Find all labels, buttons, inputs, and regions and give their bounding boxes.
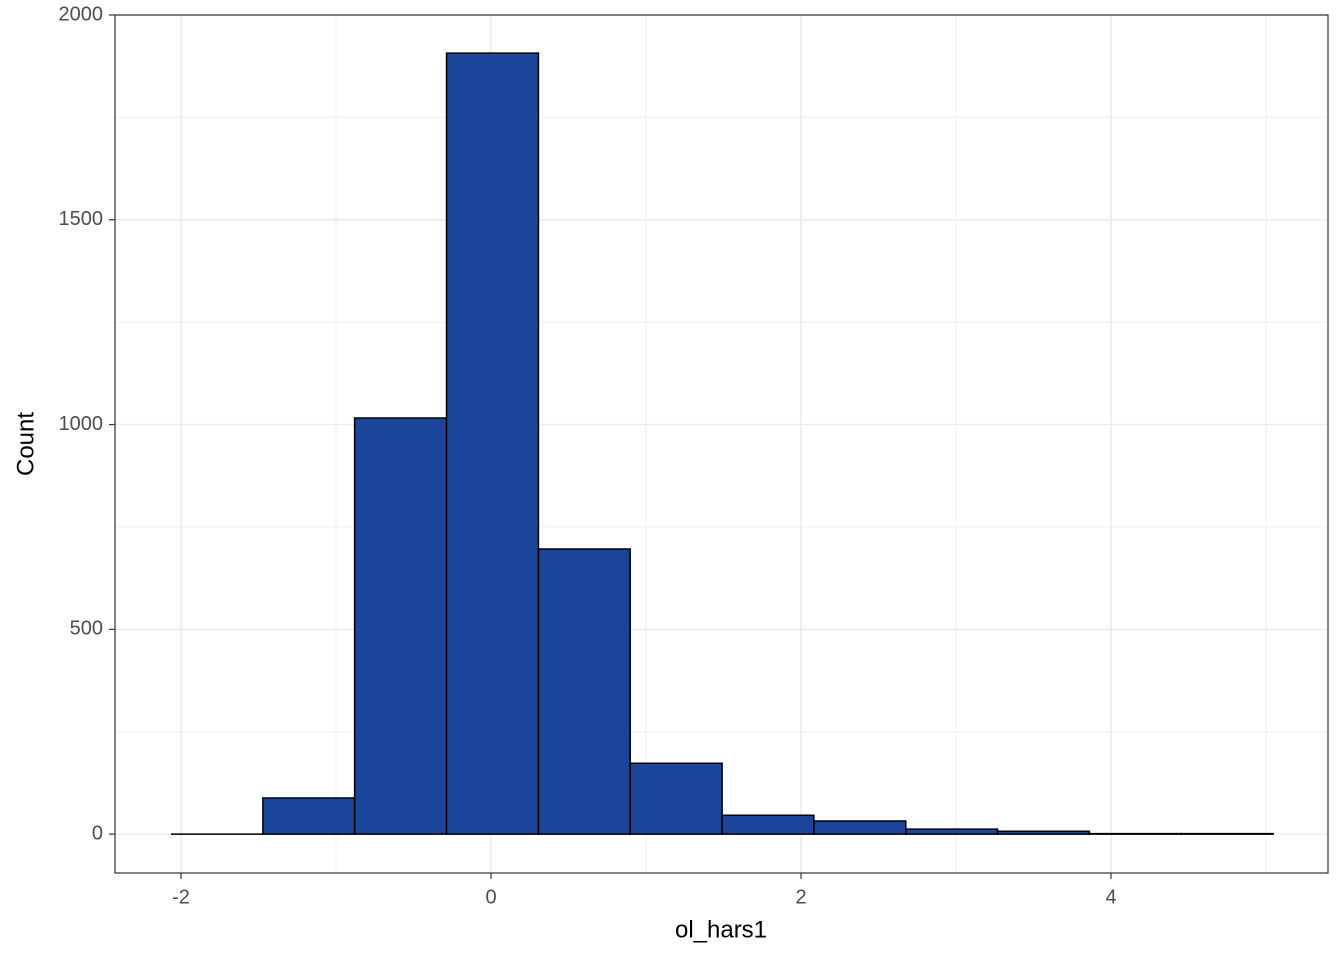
y-tick-label: 1000: [59, 413, 104, 435]
bar: [996, 830, 1091, 835]
y-axis-title: Count: [12, 412, 39, 476]
bar: [353, 417, 448, 835]
y-tick-label: 2000: [59, 3, 104, 25]
bar: [905, 828, 999, 835]
x-axis-title: ol_hars1: [675, 916, 767, 943]
bar: [445, 52, 540, 835]
x-tick-label: 4: [1105, 886, 1116, 908]
panel-border: [114, 14, 1329, 874]
x-tick-label: -2: [172, 886, 190, 908]
bar: [813, 820, 907, 835]
bar: [262, 797, 356, 835]
x-tick-label: 2: [795, 886, 806, 908]
x-tick-label: 0: [485, 886, 496, 908]
bar: [629, 762, 723, 835]
bar: [537, 548, 631, 835]
y-tick-label: 500: [70, 618, 103, 640]
bar: [721, 814, 815, 835]
y-tick-label: 0: [92, 822, 103, 844]
y-tick-label: 1500: [59, 208, 104, 230]
